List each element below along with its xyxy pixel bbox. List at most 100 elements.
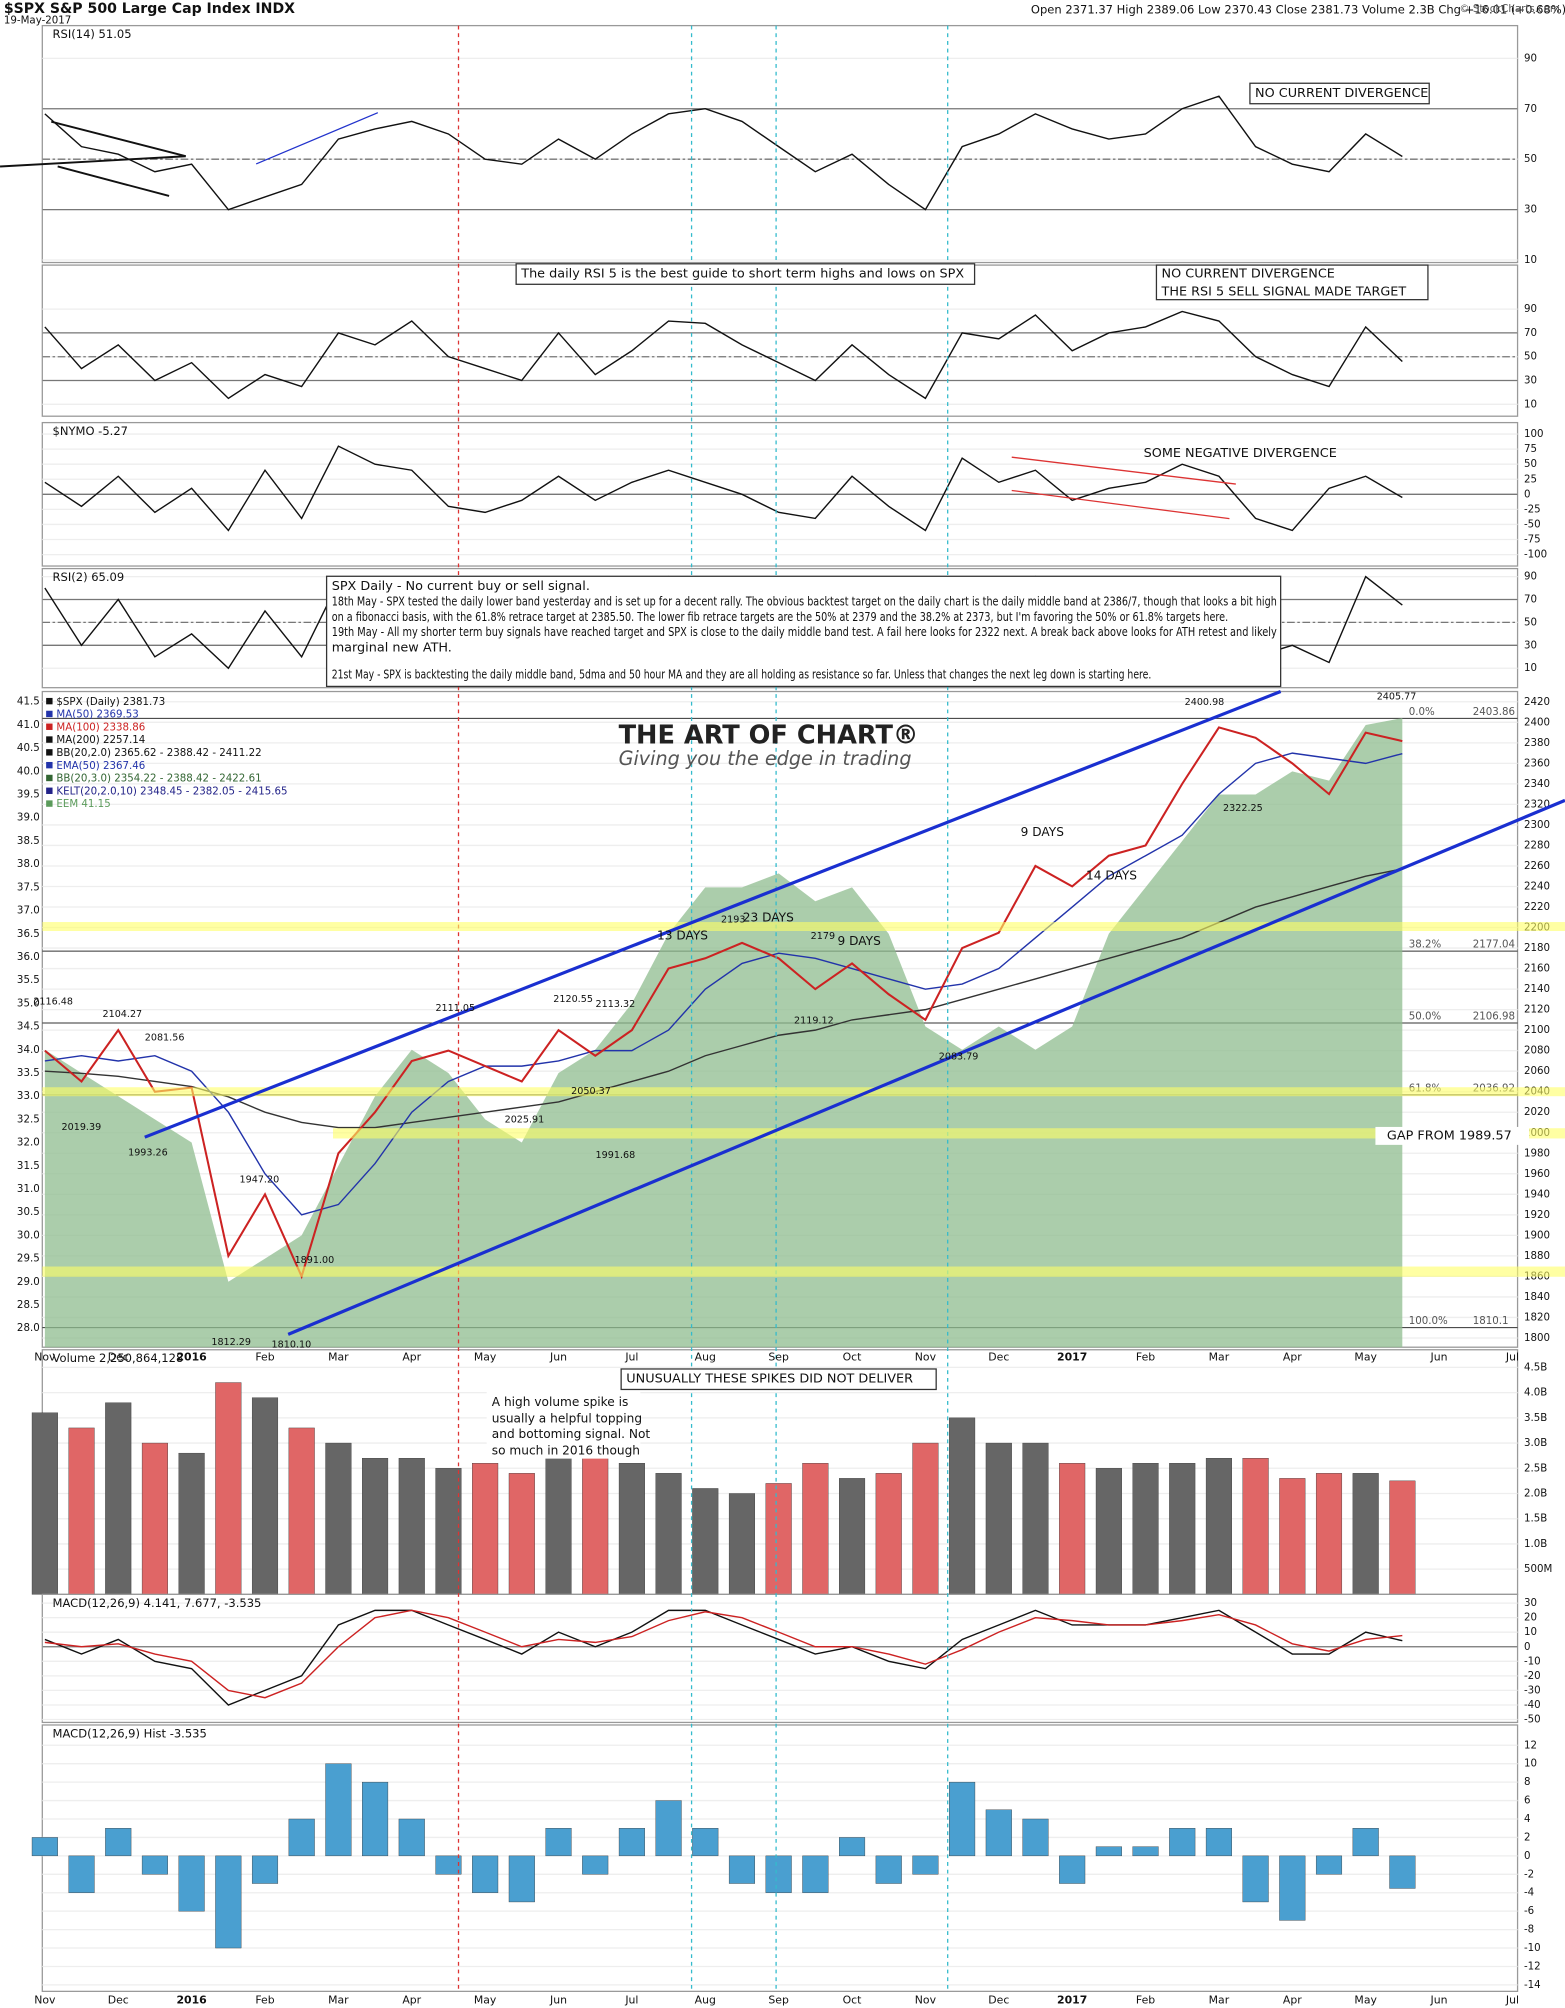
annotation: A high volume spike is [492,1395,629,1409]
x-tick-label: Feb [1136,1993,1155,2006]
volume-bar [985,1442,1012,1595]
panel-label: Volume 2,250,864,128 [53,1351,184,1365]
fib-value: 2106.98 [1473,1011,1515,1023]
hist-bar [1315,1855,1343,1875]
price-label: 2081.56 [145,1032,185,1043]
y2-tick-label: 35.0 [17,997,40,1009]
y-tick-label: 2 [1524,1831,1531,1843]
hist-bar [1279,1855,1306,1921]
y-tick-label: -8 [1524,1924,1534,1936]
y2-tick-label: 33.0 [17,1090,40,1102]
note-box [1249,82,1430,105]
x-tick-label: Mar [328,1993,349,2006]
hist-bar [985,1809,1012,1857]
y-tick-label: -50 [1524,518,1541,530]
x-tick-label: Oct [843,1993,862,2006]
y2-tick-label: 37.0 [17,905,40,917]
y2-tick-label: 38.0 [17,858,40,870]
y-tick-label: 4 [1524,1813,1531,1825]
volume-bar [435,1468,462,1595]
volume-bar [178,1452,205,1595]
y-tick-label: 10 [1524,662,1537,674]
hist-bar [31,1837,58,1857]
price-label: 2116.48 [33,996,73,1007]
hist-bar [1132,1846,1159,1857]
volume-bar [1315,1473,1343,1595]
x-tick-label: Apr [1283,1350,1302,1363]
volume-bar [618,1463,645,1595]
y-tick-label: -14 [1524,1979,1541,1991]
y2-tick-label: 32.5 [17,1113,40,1125]
trend-line [57,165,170,197]
hist-bar [508,1855,535,1903]
annotation: 9 DAYS [838,934,882,948]
line [44,445,1403,532]
x-tick-label: May [474,1350,497,1363]
price-label: 2193 [721,914,745,925]
y-tick-label: 25 [1524,473,1537,485]
y-tick-label: -10 [1524,1942,1541,1954]
annotation: SPX Daily - No current buy or sell signa… [332,579,590,594]
legend-entry: BB(20,2.0) 2365.62 - 2388.42 - 2411.22 [56,747,261,759]
y-tick-label: 0 [1524,488,1531,500]
logo-text: THE ART OF CHART® [619,720,919,750]
x-tick-label: 2017 [1057,1993,1087,2006]
annotation: UNUSUALLY THESE SPIKES DID NOT DELIVER [626,1372,913,1387]
volume-bar [545,1452,572,1595]
x-tick-label: Jun [549,1993,567,2006]
x-tick-label: Jun [549,1350,567,1363]
y2-tick-label: 37.5 [17,881,40,893]
x-tick-label: May [474,1993,497,2006]
x-tick-label: 2016 [176,1350,206,1363]
hist-bar [655,1800,682,1857]
volume-bar [692,1488,719,1595]
fib-label: 50.0% [1409,1011,1442,1023]
y-tick-label: 1840 [1524,1291,1550,1303]
y-tick-label: 10 [1524,1758,1537,1770]
y2-tick-label: 39.5 [17,789,40,801]
y-tick-label: 2020 [1524,1106,1550,1118]
volume-bar [1279,1478,1306,1595]
annotation: GAP FROM 1989.57 [1387,1128,1512,1143]
annotation: usually a helpful topping [492,1411,642,1425]
y-tick-label: 70 [1524,327,1537,339]
y-tick-label: 1980 [1524,1147,1550,1159]
y2-tick-label: 36.0 [17,951,40,963]
y-tick-label: 2400 [1524,716,1550,728]
y-tick-label: 1800 [1524,1332,1550,1344]
overlay [0,25,1565,1992]
legend-swatch [46,736,53,743]
y2-tick-label: 32.0 [17,1137,40,1149]
x-tick-label: Jul [624,1350,638,1363]
x-tick-label: Dec [988,1350,1009,1363]
volume-bar [949,1417,976,1595]
y-tick-label: 500M [1524,1563,1552,1575]
annotation: marginal new ATH. [332,640,452,655]
price-label: 2104.27 [102,1009,142,1020]
y-tick-label: 1940 [1524,1188,1550,1200]
volume-bar [362,1458,389,1595]
x-tick-label: Nov [915,1350,937,1363]
y-tick-label: -20 [1524,1670,1541,1682]
annotation: The daily RSI 5 is the best guide to sho… [520,267,964,282]
y-tick-label: -50 [1524,1714,1541,1726]
x-tick-label: Mar [1209,1993,1230,2006]
y-tick-label: 30 [1524,1597,1537,1609]
fib-value: 2177.04 [1473,939,1515,951]
note-box [486,1392,641,1459]
x-tick-label: May [1354,1350,1377,1363]
volume-bar [1022,1442,1049,1595]
hist-bar [765,1855,792,1893]
volume-bar [655,1473,682,1595]
hist-bar [251,1855,279,1884]
volume-bar [1389,1480,1416,1595]
volume-bar [839,1478,866,1595]
legend-swatch [46,761,53,769]
x-tick-label: Nov [34,1993,56,2006]
volume-bar [398,1458,425,1595]
hist-bar [1205,1828,1232,1857]
x-tick-label: Aug [695,1350,716,1363]
legend-entry: EMA(50) 2367.46 [56,760,145,772]
volume-bar [472,1463,499,1595]
